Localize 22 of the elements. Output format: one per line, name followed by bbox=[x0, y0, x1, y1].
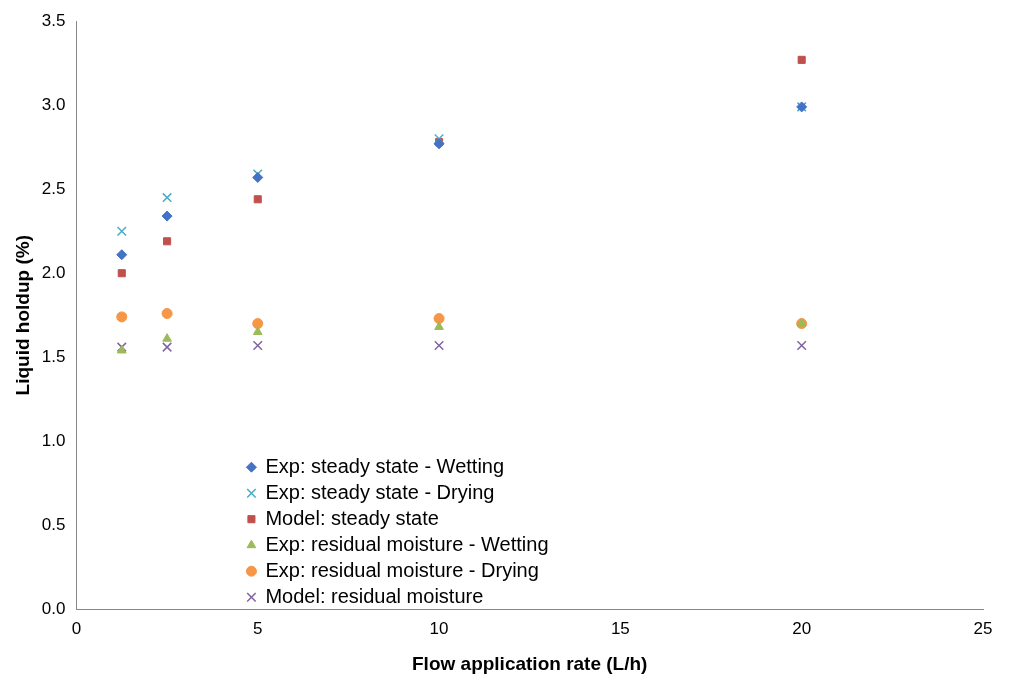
y-tick-label: 2.5 bbox=[41, 178, 66, 198]
x-tick-label: 10 bbox=[429, 619, 449, 639]
x-tick-label: 15 bbox=[610, 619, 630, 639]
x-axis-title: Flow application rate (L/h) bbox=[412, 652, 648, 674]
y-tick-label: 3.0 bbox=[41, 94, 66, 114]
x-tick-label: 25 bbox=[973, 619, 993, 639]
y-tick-label: 1.0 bbox=[41, 430, 66, 450]
legend-label: Model: residual moisture bbox=[265, 584, 484, 607]
legend-label: Exp: residual moisture - Wetting bbox=[265, 532, 549, 555]
y-tick-label: 0.5 bbox=[41, 514, 66, 534]
legend-label: Exp: residual moisture - Drying bbox=[265, 558, 539, 581]
x-tick-label: 5 bbox=[253, 619, 263, 639]
legend-label: Model: steady state bbox=[265, 506, 439, 529]
y-axis-title: Liquid holdup (%) bbox=[11, 235, 33, 396]
y-tick-label: 0.0 bbox=[41, 598, 66, 618]
y-tick-label: 2.0 bbox=[41, 262, 66, 282]
y-tick-label: 3.5 bbox=[41, 10, 66, 30]
legend-label: Exp: steady state - Wetting bbox=[265, 454, 505, 477]
y-tick-label: 1.5 bbox=[41, 346, 66, 366]
x-tick-label: 20 bbox=[792, 619, 812, 639]
x-tick-label: 0 bbox=[71, 619, 82, 639]
legend-label: Exp: steady state - Drying bbox=[265, 480, 495, 503]
